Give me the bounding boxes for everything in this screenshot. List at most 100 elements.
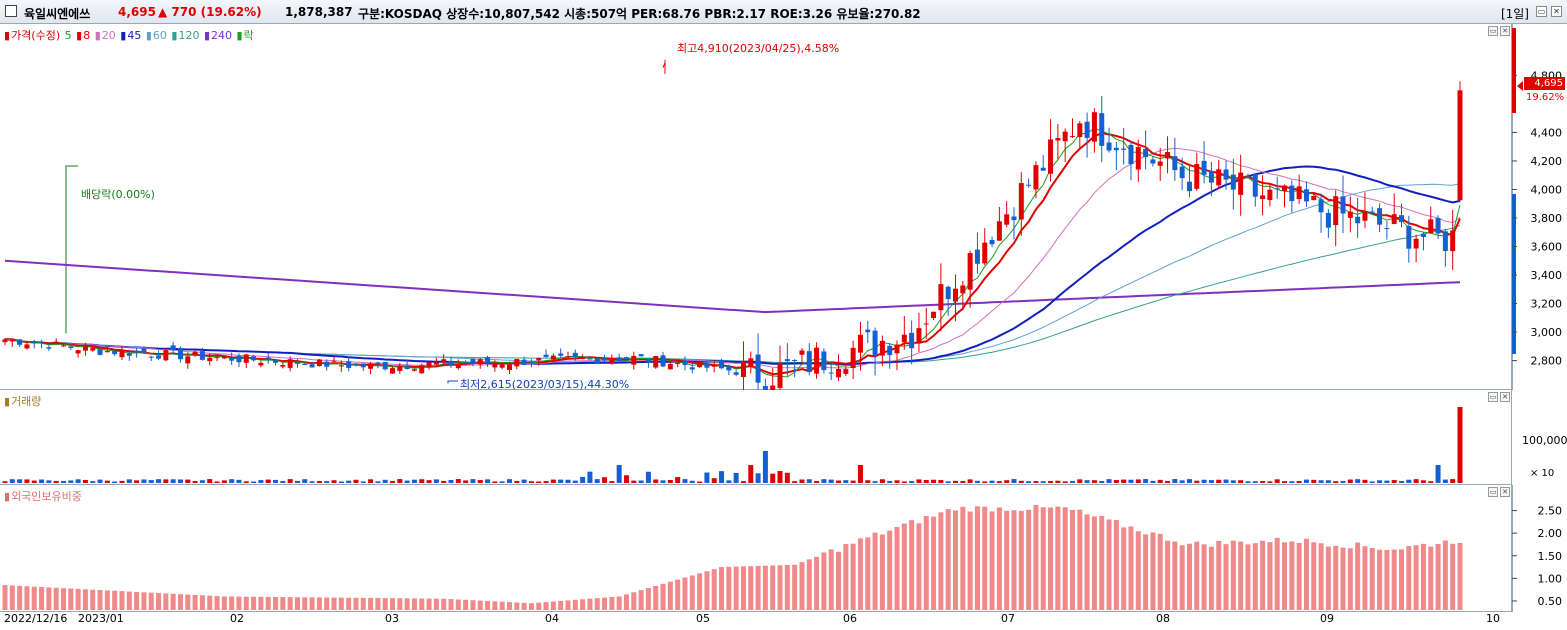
- ownership-bar: [623, 594, 629, 610]
- volume-bar: [1230, 480, 1236, 483]
- ownership-bar: [1420, 543, 1426, 610]
- ownership-bar: [777, 565, 783, 610]
- volume-bar: [1384, 480, 1390, 483]
- ownership-bar: [316, 597, 322, 610]
- candle: [404, 359, 410, 370]
- volume-bar: [1172, 479, 1178, 483]
- close-icon[interactable]: ✕: [1551, 6, 1562, 17]
- candle-body: [1040, 167, 1046, 171]
- candle: [433, 357, 439, 368]
- panel-close-icon[interactable]: ✕: [1500, 392, 1510, 402]
- volume-bar: [2, 481, 8, 483]
- volume-bar: [865, 480, 871, 483]
- candle-body: [1033, 165, 1039, 190]
- volume-bar: [39, 479, 45, 483]
- ownership-bar: [865, 537, 871, 610]
- panel-close-icon[interactable]: ✕: [1500, 487, 1510, 497]
- volume-bar: [426, 480, 432, 483]
- volume-bar: [550, 479, 556, 483]
- volume-bar: [455, 479, 461, 483]
- volume-bar: [214, 481, 220, 483]
- panel-minimize-icon[interactable]: ▭: [1488, 26, 1498, 36]
- volume-bar: [1055, 480, 1061, 483]
- candle-body: [1165, 152, 1171, 159]
- volume-bar: [251, 481, 257, 483]
- volume-bar: [514, 480, 520, 483]
- candle: [1040, 155, 1046, 171]
- candle: [24, 340, 30, 350]
- volume-bar: [177, 479, 183, 483]
- axis-tick-label: 2,800: [1531, 355, 1563, 368]
- candle-body: [273, 359, 279, 363]
- ownership-bar: [916, 523, 922, 610]
- candle: [411, 368, 417, 372]
- candle: [1450, 210, 1456, 270]
- volume-bar: [645, 471, 651, 483]
- ownership-bar: [506, 602, 512, 610]
- candle: [762, 378, 768, 390]
- ownership-bar: [631, 592, 637, 610]
- candle-body: [1216, 169, 1222, 186]
- ownership-bar: [1113, 519, 1119, 610]
- volume-bar: [996, 481, 1002, 483]
- ownership-bar: [1442, 540, 1448, 610]
- candle: [112, 349, 118, 357]
- ownership-bar: [689, 575, 695, 610]
- volume-bar: [112, 481, 118, 483]
- select-checkbox[interactable]: [5, 5, 17, 17]
- candle: [1362, 192, 1368, 229]
- volume-bar: [953, 480, 959, 483]
- panel-minimize-icon[interactable]: ▭: [1488, 487, 1498, 497]
- candle-body: [375, 362, 381, 365]
- candle: [814, 342, 820, 379]
- ownership-bar: [53, 587, 59, 610]
- period-selector[interactable]: [1일]: [1500, 7, 1529, 21]
- ownership-bar: [499, 601, 505, 610]
- x-label: 08: [1156, 612, 1170, 625]
- candle-body: [1245, 176, 1251, 178]
- axis-tick-label: 3,000: [1531, 326, 1563, 339]
- ownership-bar: [309, 597, 315, 610]
- candle-body: [1186, 181, 1192, 192]
- ownership-bar: [609, 597, 615, 610]
- candle: [1106, 127, 1112, 153]
- ownership-bar: [1245, 544, 1251, 610]
- candle-body: [1018, 183, 1024, 220]
- candle: [1121, 127, 1127, 165]
- ownership-bar: [470, 600, 476, 610]
- volume-bar: [243, 481, 249, 483]
- title-bar: 육일씨엔에쓰 4,695 ▲ 770 (19.62%) 1,878,387 구분…: [0, 0, 1567, 24]
- candle: [316, 358, 322, 367]
- volume-bar: [1106, 479, 1112, 483]
- candle: [1201, 141, 1207, 184]
- volume-bar: [1252, 481, 1258, 483]
- ownership-bar: [872, 532, 878, 610]
- ownership-bar: [521, 602, 527, 610]
- panel-minimize-icon[interactable]: ▭: [1488, 392, 1498, 402]
- candle-body: [865, 329, 871, 333]
- volume-chart-panel[interactable]: ▮거래량 ▭ ✕: [0, 390, 1512, 485]
- candle: [901, 316, 907, 350]
- candle: [75, 349, 81, 358]
- axis-tick-label: 3,800: [1531, 212, 1563, 225]
- candle-body: [97, 349, 103, 355]
- candle: [1406, 215, 1412, 263]
- ownership-bar: [265, 596, 271, 610]
- ma45-line: [4, 165, 1461, 366]
- panel-close-icon[interactable]: ✕: [1500, 26, 1510, 36]
- candle: [448, 356, 454, 368]
- volume-bar: [470, 479, 476, 483]
- volume-bar: [156, 479, 162, 483]
- volume-bar: [1289, 481, 1295, 483]
- foreign-ownership-panel[interactable]: ▮외국인보유비중 ▭ ✕: [0, 485, 1512, 612]
- price-chart-panel[interactable]: ▮가격(수정) 5 ▮8 ▮20 ▮45 ▮60 ▮120 ▮240 ▮락 ▭ …: [0, 24, 1512, 391]
- ownership-bar: [492, 601, 498, 610]
- candle: [185, 352, 191, 369]
- candle: [645, 358, 651, 368]
- ownership-bar: [163, 593, 169, 610]
- candle-body: [1121, 148, 1127, 150]
- restore-icon[interactable]: ▭: [1536, 6, 1547, 17]
- candle: [1165, 136, 1171, 174]
- ownership-bar: [792, 564, 798, 610]
- candle-body: [931, 311, 937, 319]
